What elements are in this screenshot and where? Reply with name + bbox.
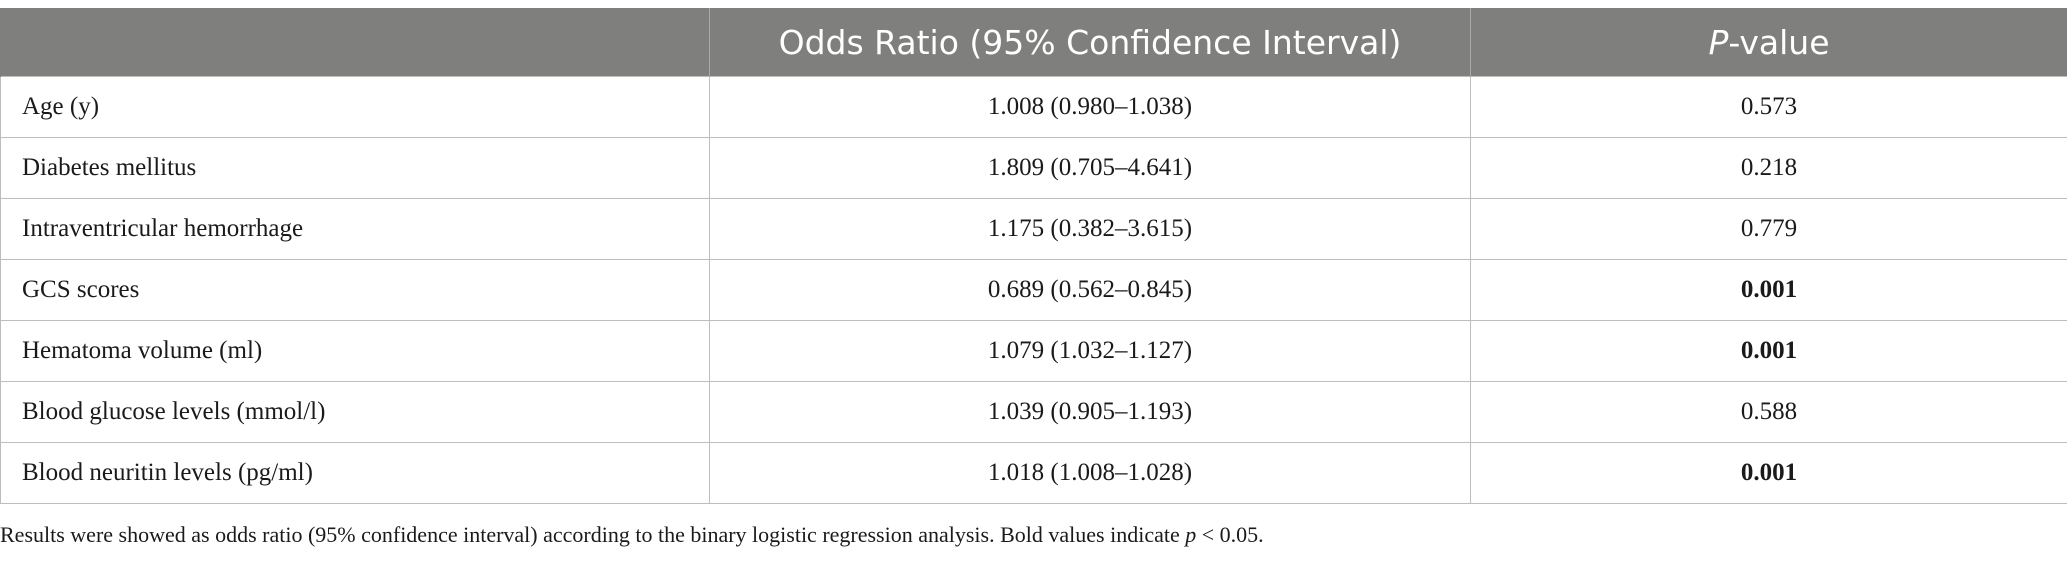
row-label: Blood glucose levels (mmol/l) (0, 381, 710, 443)
header-p-italic: P (1708, 22, 1729, 62)
row-p-value: 0.218 (1470, 137, 2067, 199)
footnote-p-italic: p (1185, 522, 1197, 547)
table-row: Intraventricular hemorrhage 1.175 (0.382… (0, 198, 2067, 260)
row-label: Blood neuritin levels (pg/ml) (0, 442, 710, 504)
row-label: Intraventricular hemorrhage (0, 198, 710, 260)
table-row: Hematoma volume (ml) 1.079 (1.032–1.127)… (0, 320, 2067, 382)
row-odds-ratio: 1.039 (0.905–1.193) (709, 381, 1471, 443)
table-row: GCS scores 0.689 (0.562–0.845) 0.001 (0, 259, 2067, 321)
row-odds-ratio: 1.008 (0.980–1.038) (709, 76, 1471, 138)
header-p-suffix: -value (1728, 22, 1830, 62)
odds-ratio-table: Odds Ratio (95% Confidence Interval) P-v… (0, 8, 2067, 504)
row-p-value: 0.001 (1470, 259, 2067, 321)
table-row: Blood glucose levels (mmol/l) 1.039 (0.9… (0, 381, 2067, 443)
row-p-value: 0.573 (1470, 76, 2067, 138)
table-row: Diabetes mellitus 1.809 (0.705–4.641) 0.… (0, 137, 2067, 199)
row-odds-ratio: 0.689 (0.562–0.845) (709, 259, 1471, 321)
footnote-text: Results were showed as odds ratio (95% c… (0, 522, 1186, 547)
table-row: Blood neuritin levels (pg/ml) 1.018 (1.0… (0, 442, 2067, 504)
row-p-value: 0.779 (1470, 198, 2067, 260)
table-row: Age (y) 1.008 (0.980–1.038) 0.573 (0, 76, 2067, 138)
row-label: GCS scores (0, 259, 710, 321)
row-label: Age (y) (0, 76, 710, 138)
row-odds-ratio: 1.175 (0.382–3.615) (709, 198, 1471, 260)
row-label: Hematoma volume (ml) (0, 320, 710, 382)
row-label: Diabetes mellitus (0, 137, 710, 199)
footnote-threshold: < 0.05. (1196, 522, 1264, 547)
table-header-row: Odds Ratio (95% Confidence Interval) P-v… (0, 8, 2067, 77)
row-p-value: 0.588 (1470, 381, 2067, 443)
row-odds-ratio: 1.809 (0.705–4.641) (709, 137, 1471, 199)
row-odds-ratio: 1.079 (1.032–1.127) (709, 320, 1471, 382)
results-table-container: Odds Ratio (95% Confidence Interval) P-v… (0, 8, 2067, 504)
header-p-value: P-value (1470, 8, 2067, 77)
row-odds-ratio: 1.018 (1.008–1.028) (709, 442, 1471, 504)
row-p-value: 0.001 (1470, 320, 2067, 382)
table-footnote: Results were showed as odds ratio (95% c… (0, 522, 1264, 548)
row-p-value: 0.001 (1470, 442, 2067, 504)
header-odds-ratio: Odds Ratio (95% Confidence Interval) (709, 8, 1471, 77)
header-variable (0, 8, 710, 77)
